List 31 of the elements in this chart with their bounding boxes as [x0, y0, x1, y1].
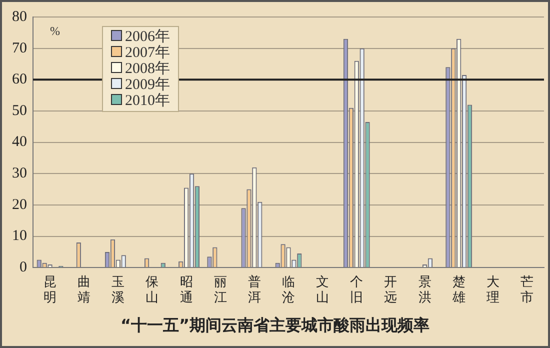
legend-label: 2010年	[124, 93, 170, 109]
x-tick-label: 保山	[146, 274, 159, 306]
y-tick-label: 20	[12, 196, 27, 213]
y-tick-label: 0	[20, 260, 27, 276]
x-tick-label: 芒市	[520, 274, 534, 306]
y-tick-label: 30	[12, 166, 27, 182]
x-tick-label: 普洱	[248, 274, 261, 306]
x-tick-label: 文山	[316, 274, 330, 306]
text: “十一五”期间云南省主要城市酸雨出现频率	[120, 316, 430, 335]
annotation: %	[50, 24, 60, 39]
legend-label: 2009年	[124, 77, 170, 93]
x-tick-label: 昆明	[44, 274, 57, 306]
x-tick-label: 景洪	[418, 274, 432, 306]
y-tick-label: 10	[12, 228, 27, 244]
x-tick-label: 个旧	[350, 274, 364, 306]
x-tick-label: 大理	[486, 274, 500, 306]
x-tick-label: 临沧	[282, 274, 295, 306]
x-tick-label: 丽江	[214, 274, 227, 306]
x-tick-label: 楚雄	[451, 274, 466, 306]
legend-label: 2008年	[124, 61, 170, 77]
y-tick-label: 80	[12, 8, 27, 25]
y-tick-label: 40	[12, 134, 27, 150]
x-tick-label: 开远	[384, 274, 398, 306]
y-tick-label: 50	[12, 102, 27, 119]
y-tick-label: 60	[12, 72, 27, 88]
x-tick-label: 玉溪	[112, 274, 125, 306]
x-tick-label: 昭通	[180, 274, 193, 306]
legend-label: 2006年	[124, 29, 170, 45]
y-tick-label: 70	[12, 40, 27, 56]
legend-label: 2007年	[124, 45, 170, 61]
x-tick-label: 曲靖	[78, 274, 91, 306]
